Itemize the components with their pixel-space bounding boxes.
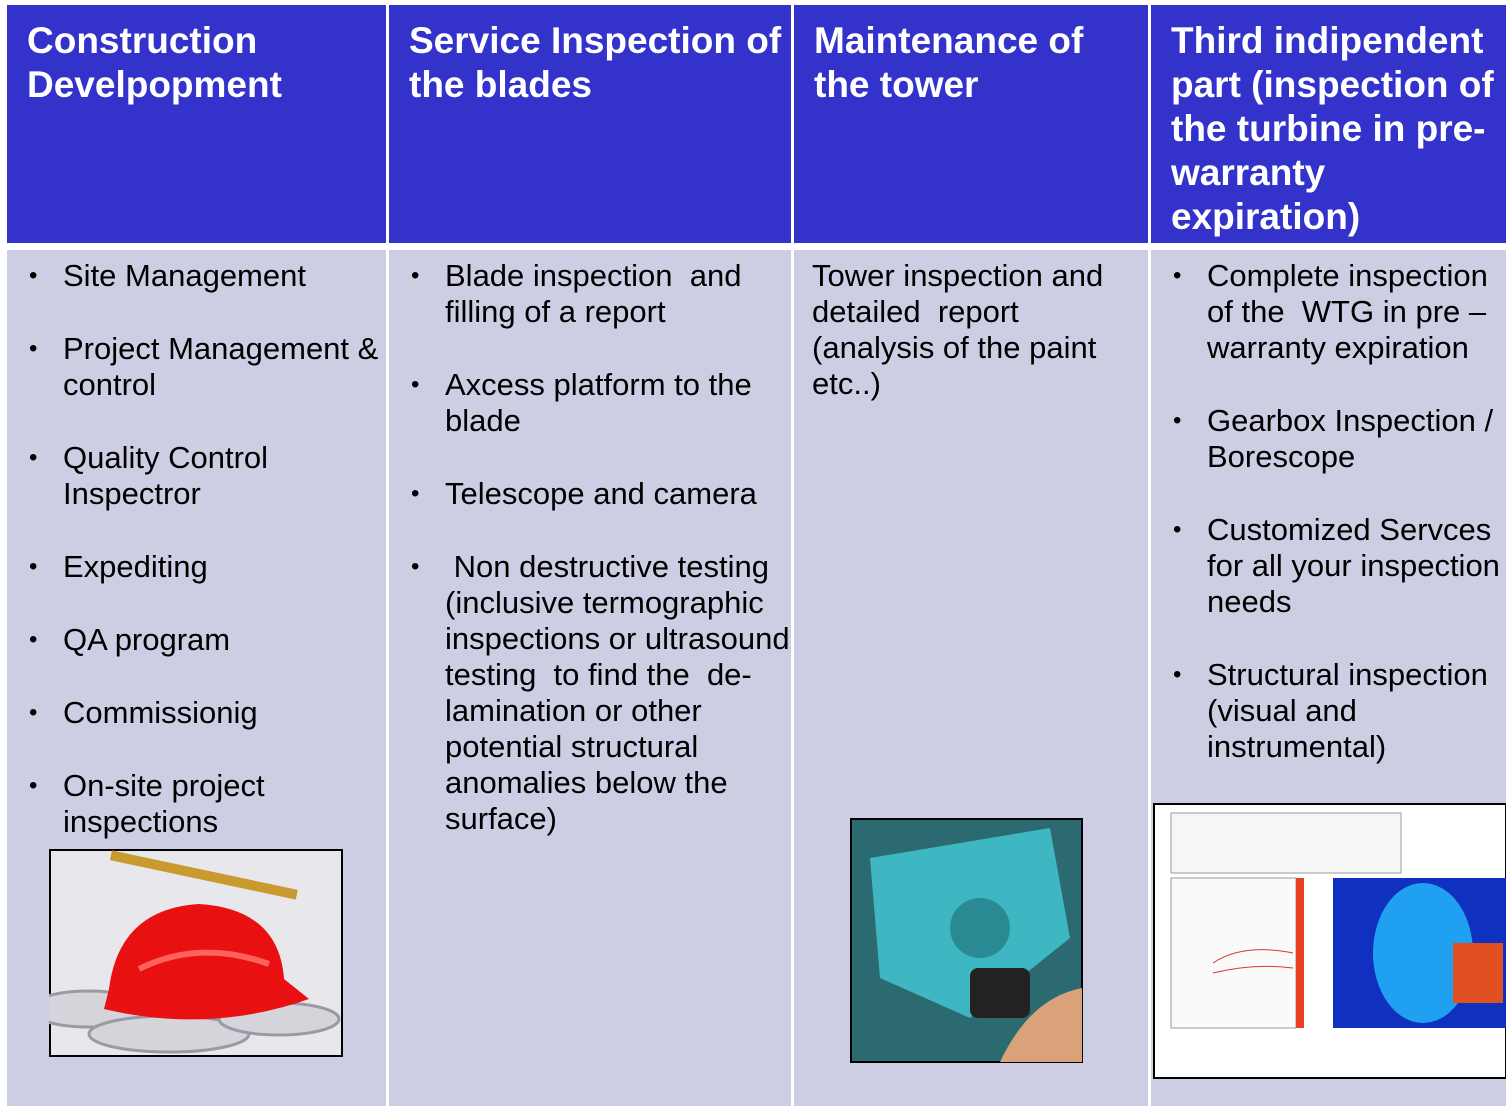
column-header: Construction Develpopment — [7, 5, 386, 243]
bullet-item: Blade inspection and filling of a report — [411, 258, 791, 330]
bullet-item: On-site project inspections — [29, 768, 386, 840]
bullet-item: Structural inspection (visual and instru… — [1173, 657, 1506, 765]
bullet-item: Quality Control Inspectror — [29, 440, 386, 512]
bullet-item: Complete inspection of the WTG in pre – … — [1173, 258, 1506, 366]
bullet-list: Complete inspection of the WTG in pre – … — [1151, 258, 1506, 765]
bullet-item: Gearbox Inspection / Borescope — [1173, 403, 1506, 475]
column-header: Service Inspection of the blades — [389, 5, 791, 243]
column-header: Third indipendent part (inspection of th… — [1151, 5, 1506, 243]
thermography-photo — [1153, 803, 1506, 1079]
bullet-item: QA program — [29, 622, 386, 658]
bullet-item: Expediting — [29, 549, 386, 585]
bullet-item: Customized Servces for all your inspecti… — [1173, 512, 1506, 620]
bullet-item: Telescope and camera — [411, 476, 791, 512]
bullet-item: Project Management & control — [29, 331, 386, 403]
bullet-item: Axcess platform to the blade — [411, 367, 791, 439]
bullet-list: Site Management Project Management & cont… — [7, 258, 386, 840]
bullet-item: Non destructive testing (inclusive termo… — [411, 549, 791, 837]
bullet-item: Commissionig — [29, 695, 386, 731]
paragraph: Tower inspection and detailed report (an… — [812, 258, 1112, 401]
bullet-list: Blade inspection and filling of a report… — [389, 258, 791, 837]
hardhat-photo — [49, 849, 343, 1057]
bullet-item: Site Management — [29, 258, 386, 294]
column-body: Blade inspection and filling of a report… — [389, 250, 791, 1106]
column-header: Maintenance of the tower — [794, 5, 1148, 243]
tower-photo — [850, 818, 1083, 1063]
